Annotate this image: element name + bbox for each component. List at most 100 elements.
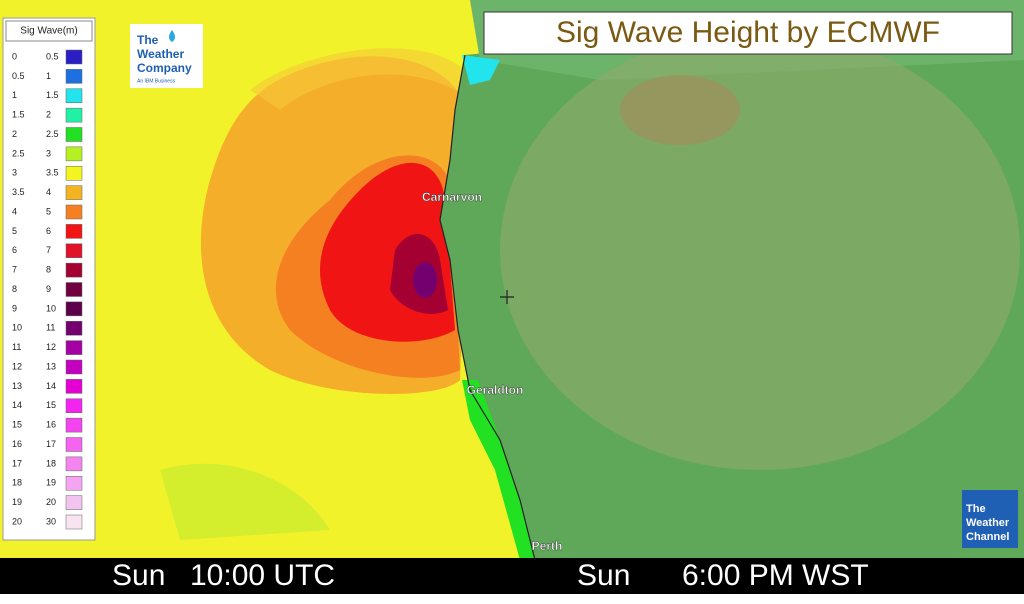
swell-green-yellow [160,463,330,540]
legend-header [5,20,93,42]
logo-text: Company [137,61,192,75]
land-hills [620,75,740,145]
title: Sig Wave Height by ECMWF [556,16,940,49]
legend-swatch [65,301,83,317]
legend-high: 2.5 [46,129,59,139]
legend-low: 11 [12,342,21,352]
footer-day: Sun [577,559,630,592]
legend-high: 16 [46,420,56,430]
legend-low: 7 [12,265,17,275]
logo-text: The [966,503,986,515]
coastal-green [462,380,535,560]
legend-high: 15 [46,400,56,410]
legend-swatch [65,340,83,355]
logo-company [130,24,203,88]
legend-high: 20 [46,497,56,507]
footer-bar [0,558,1024,594]
legend-swatch [65,456,83,472]
legend-high: 0.5 [46,51,59,61]
legend-low: 13 [12,381,22,391]
legend-swatch [65,379,83,394]
legend-low: 14 [12,400,22,410]
legend-low: 5 [12,226,17,236]
footer-day: Sun [112,559,165,592]
legend-low: 3 [12,168,17,178]
logo-text: The [137,33,159,47]
place-label: Carnarvon [422,190,482,204]
legend-high: 2 [46,110,51,120]
legend-low: 18 [12,478,22,488]
legend-swatch [65,107,83,123]
legend-low: 10 [12,323,22,333]
land-plateau [500,30,1020,470]
legend-high: 9 [46,284,51,294]
legend-swatch [65,224,83,239]
legend-low: 2 [12,129,17,139]
legend-swatch [65,282,83,297]
coastline [439,54,536,561]
legend-high: 17 [46,439,56,449]
legend-high: 14 [46,381,56,391]
legend-swatch [65,417,83,433]
legend-high: 8 [46,265,51,275]
legend-swatch [65,49,83,65]
legend-box [2,17,96,541]
legend-high: 18 [46,458,56,468]
place-label: Geraldton [467,383,524,397]
legend-swatch [65,476,83,491]
legend-swatch [65,321,83,336]
legend-low: 0 [12,51,17,61]
legend-swatch [65,88,83,103]
legend-high: 1.5 [46,90,59,100]
legend-low: 17 [12,458,22,468]
legend-high: 3.5 [46,168,59,178]
legend-swatch [65,359,83,375]
legend-swatch [65,185,83,200]
legend-swatch [65,204,83,220]
legend-high: 3 [46,148,51,158]
swell-peak [413,262,437,298]
legend-low: 3.5 [12,187,25,197]
logo-text: Weather [137,47,184,61]
crosshair [500,290,514,304]
legend-swatch [65,398,83,413]
legend-high: 7 [46,245,51,255]
legend-high: 4 [46,187,51,197]
legend-high: 11 [46,323,55,333]
logo-text: Weather [966,517,1010,529]
legend-swatch [65,69,83,84]
swell-light [250,48,470,110]
logo-drop [169,30,175,42]
legend-low: 1.5 [12,110,25,120]
footer-time: 10:00 UTC [190,559,335,592]
legend-swatch [65,514,83,530]
legend-low: 1 [12,90,17,100]
legend-low: 19 [12,497,22,507]
place-label: Perth [532,539,563,553]
legend-low: 12 [12,361,22,371]
legend-high: 1 [46,71,51,81]
legend-high: 12 [46,342,56,352]
legend-swatch [65,262,83,278]
legend-high: 6 [46,226,51,236]
logo-text: Channel [966,531,1009,543]
legend-low: 4 [12,206,17,216]
legend-low: 20 [12,516,22,526]
legend: Sig Wave(m) 0 0.50.5 11 1.51.5 22 2.52.5 33 3.5… [2,17,96,541]
legend-swatch [65,127,83,142]
legend-low: 9 [12,303,17,313]
title-box [483,11,1013,55]
footer-time: 6:00 PM WST [682,559,869,592]
legend-title: Sig Wave(m) [20,26,77,37]
legend-high: 13 [46,361,56,371]
legend-low: 15 [12,420,22,430]
logo-channel [962,490,1018,548]
legend-high: 30 [46,516,56,526]
legend-swatch [65,437,83,452]
legend-low: 2.5 [12,148,25,158]
legend-low: 8 [12,284,17,294]
legend-swatch [65,146,83,162]
legend-low: 0.5 [12,71,25,81]
coastal-cyan [462,55,500,85]
